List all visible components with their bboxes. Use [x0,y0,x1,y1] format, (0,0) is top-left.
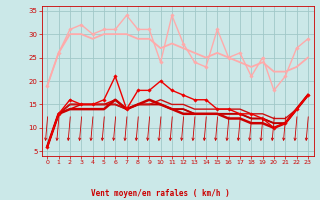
Text: Vent moyen/en rafales ( km/h ): Vent moyen/en rafales ( km/h ) [91,189,229,198]
